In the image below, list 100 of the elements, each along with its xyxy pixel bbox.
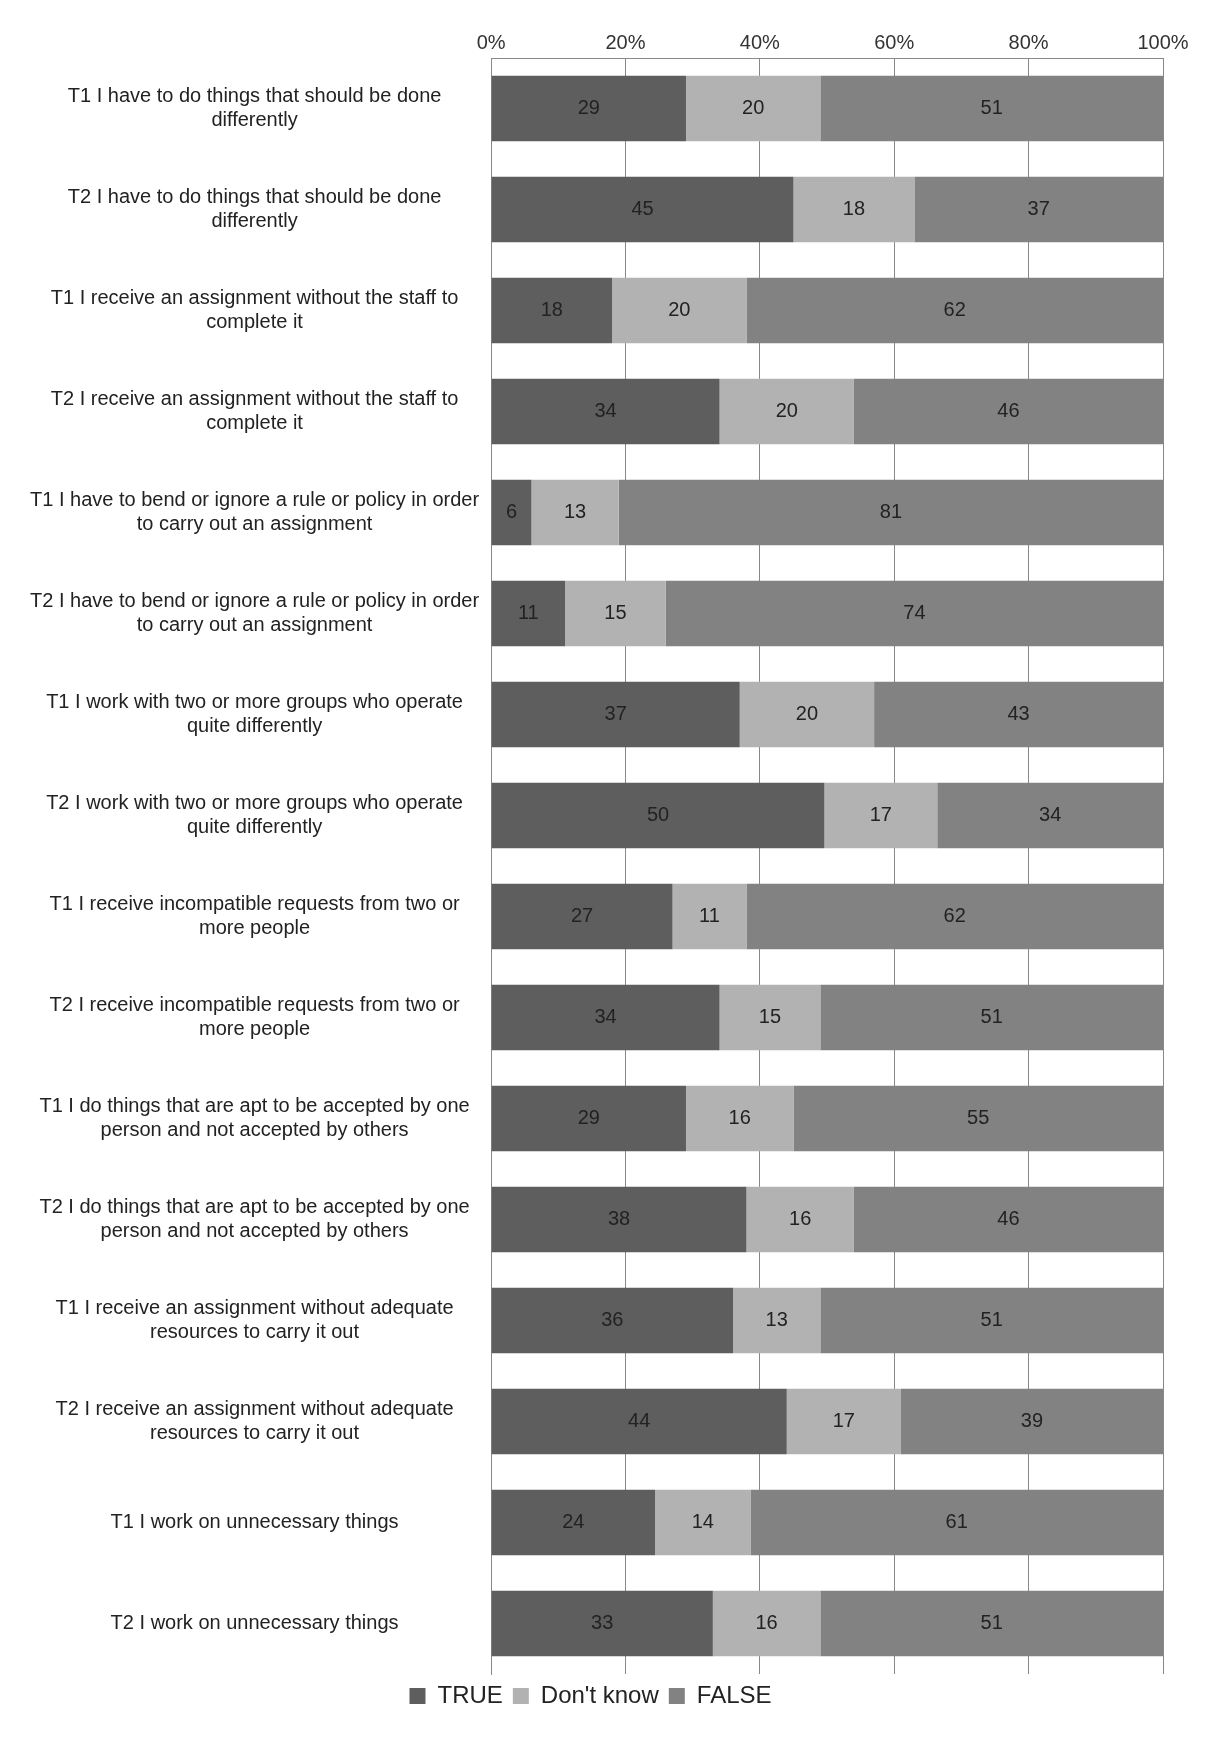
- bar: [491, 1590, 713, 1657]
- bar: [491, 1085, 686, 1152]
- data-label: 18: [540, 298, 563, 321]
- bar: [655, 1489, 751, 1556]
- data-label: 33: [591, 1611, 614, 1634]
- bar: [491, 378, 720, 445]
- bar: [491, 75, 686, 142]
- data-label: 13: [765, 1308, 788, 1331]
- data-label: 18: [842, 197, 866, 220]
- bar: [491, 984, 720, 1051]
- data-label: 15: [604, 601, 627, 624]
- data-label: 43: [1007, 702, 1030, 725]
- bar: [491, 479, 532, 546]
- data-label: 20: [775, 399, 798, 422]
- bar: [786, 1388, 901, 1455]
- x-tick-label: 0%: [476, 30, 506, 53]
- data-label: 14: [691, 1510, 714, 1533]
- bar: [491, 1388, 787, 1455]
- data-label: 39: [1020, 1409, 1044, 1432]
- data-label: 37: [1027, 197, 1050, 220]
- bar: [491, 883, 673, 950]
- data-label: 51: [980, 1611, 1003, 1634]
- bar: [685, 75, 821, 142]
- bar: [746, 1186, 854, 1253]
- y-tick-label: T1 I receive an assignment without the staff to complete it: [50, 286, 459, 333]
- bar: [733, 1287, 821, 1354]
- data-label: 36: [601, 1308, 624, 1331]
- data-label: 38: [607, 1207, 631, 1230]
- y-tick-label: T1 I work on unnecessary things: [110, 1510, 399, 1533]
- bar: [565, 580, 666, 647]
- data-label: 29: [577, 1106, 600, 1129]
- bar: [719, 378, 854, 445]
- y-tick-label: T2 I work on unnecessary things: [110, 1611, 399, 1634]
- bar: [719, 984, 821, 1051]
- x-tick-label: 20%: [605, 30, 646, 53]
- data-label: 74: [903, 601, 926, 624]
- y-tick-label: T1 I have to bend or ignore a rule or policy in order to carry out an assignment: [30, 488, 480, 535]
- data-label: 45: [631, 197, 654, 220]
- bar: [491, 1186, 747, 1253]
- bar: [491, 782, 825, 849]
- data-label: 51: [980, 1005, 1003, 1028]
- legend-label: Don't know: [540, 1680, 660, 1708]
- data-label: 16: [728, 1106, 751, 1129]
- y-tick-label: T1 I receive incompatible requests from two or more people: [49, 892, 460, 939]
- bar: [491, 277, 613, 344]
- data-label: 27: [570, 904, 594, 927]
- y-tick-label: T1 I receive an assignment without adequate resources to carry it out: [55, 1296, 454, 1343]
- y-tick-label: T2 I receive an assignment without adequate resources to carry it out: [55, 1397, 454, 1444]
- y-tick-label: T1 I work with two or more groups who operate quite differently: [46, 690, 463, 737]
- x-tick-label: 60%: [874, 30, 915, 53]
- data-label: 20: [668, 298, 691, 321]
- data-label: 29: [577, 96, 600, 119]
- data-label: 13: [564, 500, 587, 523]
- bar: [491, 580, 566, 647]
- bar: [672, 883, 747, 950]
- data-label: 20: [742, 96, 765, 119]
- data-label: 62: [943, 904, 966, 927]
- y-tick-label: T1 I have to do things that should be done differently: [67, 84, 442, 131]
- bar: [739, 681, 875, 748]
- data-label: 11: [517, 601, 539, 624]
- data-label: 24: [562, 1510, 585, 1533]
- y-tick-label: T2 I do things that are apt to be accepted by one person and not accepted by others: [39, 1195, 470, 1242]
- data-label: 17: [869, 803, 892, 826]
- data-label: 16: [755, 1611, 778, 1634]
- data-label: 46: [997, 399, 1020, 422]
- data-label: 34: [1039, 803, 1062, 826]
- data-label: 11: [699, 904, 720, 927]
- legend-label: TRUE: [437, 1680, 503, 1708]
- x-tick-label: 80%: [1008, 30, 1049, 53]
- legend-label: FALSE: [696, 1680, 772, 1708]
- data-label: 15: [758, 1005, 782, 1028]
- data-label: 37: [604, 702, 627, 725]
- y-tick-label: T2 I have to do things that should be done differently: [67, 185, 442, 232]
- bar: [824, 782, 938, 849]
- bar: [712, 1590, 821, 1657]
- data-label: 46: [997, 1207, 1020, 1230]
- data-label: 50: [646, 803, 670, 826]
- bar: [491, 176, 794, 243]
- data-label: 6: [505, 500, 518, 523]
- data-label: 34: [594, 1005, 617, 1028]
- x-tick-label: 40%: [739, 30, 781, 53]
- data-label: 44: [628, 1409, 651, 1432]
- data-label: 61: [945, 1510, 968, 1533]
- data-label: 34: [594, 399, 617, 422]
- data-label: 51: [980, 96, 1003, 119]
- y-tick-label: T2 I have to bend or ignore a rule or policy in order to carry out an assignment: [30, 589, 480, 636]
- bar: [491, 681, 740, 748]
- bar: [612, 277, 747, 344]
- data-label: 20: [795, 702, 819, 725]
- bar: [793, 176, 915, 243]
- x-tick-label: 100%: [1137, 30, 1189, 53]
- data-label: 51: [980, 1308, 1003, 1331]
- y-tick-label: T2 I receive an assignment without the staff to complete it: [50, 387, 459, 434]
- y-tick-label: T1 I do things that are apt to be accepted by one person and not accepted by others: [39, 1094, 470, 1141]
- bar: [685, 1085, 794, 1152]
- bar: [531, 479, 619, 546]
- data-label: 17: [832, 1409, 855, 1432]
- data-label: 16: [789, 1207, 812, 1230]
- data-label: 81: [879, 500, 903, 523]
- data-label: 55: [967, 1106, 990, 1129]
